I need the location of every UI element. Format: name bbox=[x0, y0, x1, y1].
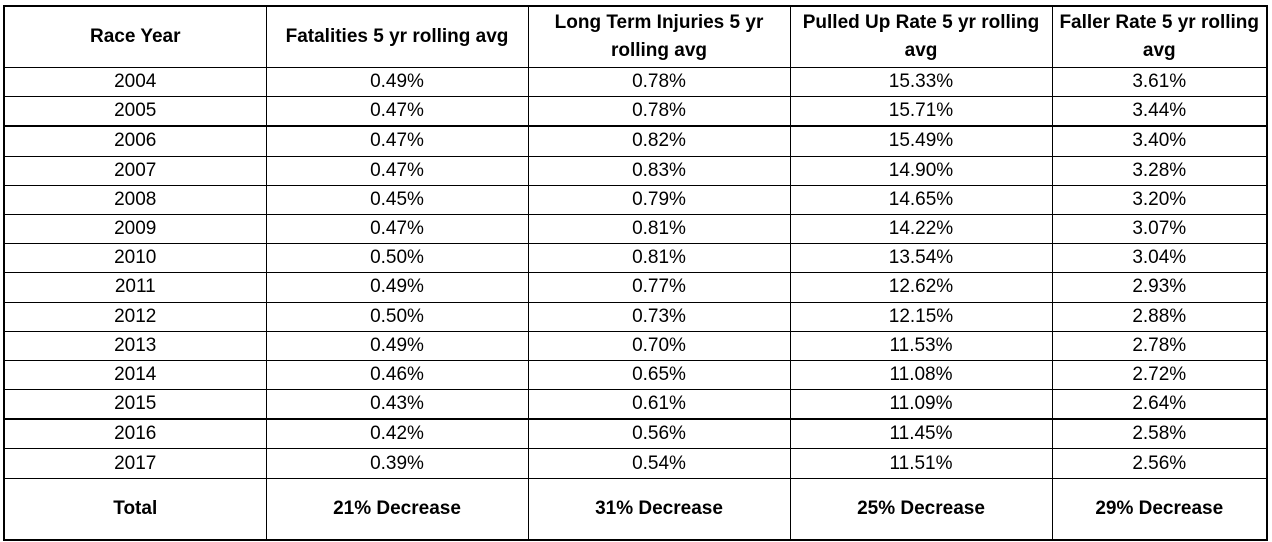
faller-rate-cell: 2.58% bbox=[1051, 418, 1268, 450]
long-term-injuries-cell: 0.78% bbox=[527, 66, 791, 98]
long-term-injuries-cell: 0.70% bbox=[527, 330, 791, 361]
fatalities-cell: 0.43% bbox=[265, 389, 529, 420]
fatalities-cell: 0.49% bbox=[265, 272, 529, 303]
long-term-injuries-cell: 0.81% bbox=[527, 213, 791, 245]
pulled-up-rate-cell: 12.62% bbox=[789, 272, 1053, 303]
long-term-injuries-cell: 0.82% bbox=[527, 125, 791, 157]
table-row: 2011 0.49% 0.77% 12.62% 2.93% bbox=[3, 272, 1268, 303]
table-row: 2014 0.46% 0.65% 11.08% 2.72% bbox=[3, 359, 1268, 391]
faller-rate-cell: 2.72% bbox=[1051, 359, 1268, 391]
long-term-injuries-cell: 0.73% bbox=[527, 301, 791, 332]
long-term-injuries-cell: 0.81% bbox=[527, 243, 791, 274]
pulled-up-rate-cell: 11.53% bbox=[789, 330, 1053, 361]
faller-rate-cell: 2.93% bbox=[1051, 272, 1268, 303]
race-year-cell: 2006 bbox=[3, 125, 267, 157]
pulled-up-rate-cell: 11.45% bbox=[789, 418, 1053, 450]
header-long-term-injuries: Long Term Injuries 5 yr rolling avg bbox=[527, 5, 791, 68]
pulled-up-rate-cell: 15.49% bbox=[789, 125, 1053, 157]
long-term-injuries-cell: 0.65% bbox=[527, 359, 791, 391]
faller-rate-cell: 3.61% bbox=[1051, 66, 1268, 98]
long-term-injuries-cell: 0.61% bbox=[527, 389, 791, 420]
fatalities-cell: 0.45% bbox=[265, 184, 529, 215]
pulled-up-rate-cell: 11.51% bbox=[789, 448, 1053, 479]
race-year-cell: 2014 bbox=[3, 359, 267, 391]
table-row: 2005 0.47% 0.78% 15.71% 3.44% bbox=[3, 96, 1268, 127]
pulled-up-rate-cell: 11.08% bbox=[789, 359, 1053, 391]
faller-rate-cell: 2.64% bbox=[1051, 389, 1268, 420]
pulled-up-rate-cell: 13.54% bbox=[789, 243, 1053, 274]
fatalities-cell: 0.49% bbox=[265, 66, 529, 98]
faller-rate-cell: 3.20% bbox=[1051, 184, 1268, 215]
race-year-cell: 2007 bbox=[3, 155, 267, 186]
total-long-term-injuries: 31% Decrease bbox=[527, 477, 791, 541]
race-year-cell: 2016 bbox=[3, 418, 267, 450]
long-term-injuries-cell: 0.54% bbox=[527, 448, 791, 479]
fatalities-cell: 0.46% bbox=[265, 359, 529, 391]
race-year-cell: 2012 bbox=[3, 301, 267, 332]
total-fatalities: 21% Decrease bbox=[265, 477, 529, 541]
long-term-injuries-cell: 0.79% bbox=[527, 184, 791, 215]
fatalities-cell: 0.47% bbox=[265, 96, 529, 127]
race-year-cell: 2010 bbox=[3, 243, 267, 274]
table-row: 2010 0.50% 0.81% 13.54% 3.04% bbox=[3, 243, 1268, 274]
fatalities-cell: 0.47% bbox=[265, 125, 529, 157]
table-row: 2012 0.50% 0.73% 12.15% 2.88% bbox=[3, 301, 1268, 332]
rolling-average-table: Race Year Fatalities 5 yr rolling avg Lo… bbox=[3, 5, 1268, 541]
race-year-cell: 2013 bbox=[3, 330, 267, 361]
race-year-cell: 2008 bbox=[3, 184, 267, 215]
table-row: 2015 0.43% 0.61% 11.09% 2.64% bbox=[3, 389, 1268, 420]
total-faller-rate: 29% Decrease bbox=[1051, 477, 1268, 541]
fatalities-cell: 0.49% bbox=[265, 330, 529, 361]
pulled-up-rate-cell: 14.65% bbox=[789, 184, 1053, 215]
long-term-injuries-cell: 0.78% bbox=[527, 96, 791, 127]
total-pulled-up-rate: 25% Decrease bbox=[789, 477, 1053, 541]
faller-rate-cell: 2.88% bbox=[1051, 301, 1268, 332]
header-pulled-up-rate: Pulled Up Rate 5 yr rolling avg bbox=[789, 5, 1053, 68]
race-year-cell: 2009 bbox=[3, 213, 267, 245]
fatalities-cell: 0.50% bbox=[265, 301, 529, 332]
table-row: 2017 0.39% 0.54% 11.51% 2.56% bbox=[3, 448, 1268, 479]
race-year-cell: 2011 bbox=[3, 272, 267, 303]
fatalities-cell: 0.47% bbox=[265, 155, 529, 186]
header-row: Race Year Fatalities 5 yr rolling avg Lo… bbox=[3, 5, 1268, 68]
long-term-injuries-cell: 0.83% bbox=[527, 155, 791, 186]
long-term-injuries-cell: 0.77% bbox=[527, 272, 791, 303]
faller-rate-cell: 3.44% bbox=[1051, 96, 1268, 127]
faller-rate-cell: 3.07% bbox=[1051, 213, 1268, 245]
pulled-up-rate-cell: 14.90% bbox=[789, 155, 1053, 186]
pulled-up-rate-cell: 12.15% bbox=[789, 301, 1053, 332]
faller-rate-cell: 2.56% bbox=[1051, 448, 1268, 479]
fatalities-cell: 0.50% bbox=[265, 243, 529, 274]
faller-rate-cell: 3.28% bbox=[1051, 155, 1268, 186]
fatalities-cell: 0.39% bbox=[265, 448, 529, 479]
race-year-cell: 2004 bbox=[3, 66, 267, 98]
faller-rate-cell: 2.78% bbox=[1051, 330, 1268, 361]
faller-rate-cell: 3.04% bbox=[1051, 243, 1268, 274]
table-row: 2009 0.47% 0.81% 14.22% 3.07% bbox=[3, 213, 1268, 245]
faller-rate-cell: 3.40% bbox=[1051, 125, 1268, 157]
race-year-cell: 2005 bbox=[3, 96, 267, 127]
table-row: 2008 0.45% 0.79% 14.65% 3.20% bbox=[3, 184, 1268, 215]
race-year-cell: 2017 bbox=[3, 448, 267, 479]
fatalities-cell: 0.42% bbox=[265, 418, 529, 450]
table-row: 2007 0.47% 0.83% 14.90% 3.28% bbox=[3, 155, 1268, 186]
table-row: 2004 0.49% 0.78% 15.33% 3.61% bbox=[3, 66, 1268, 98]
header-fatalities: Fatalities 5 yr rolling avg bbox=[265, 5, 529, 68]
header-race-year: Race Year bbox=[3, 5, 267, 68]
header-faller-rate: Faller Rate 5 yr rolling avg bbox=[1051, 5, 1268, 68]
race-year-cell: 2015 bbox=[3, 389, 267, 420]
total-label: Total bbox=[3, 477, 267, 541]
long-term-injuries-cell: 0.56% bbox=[527, 418, 791, 450]
table-row: 2016 0.42% 0.56% 11.45% 2.58% bbox=[3, 418, 1268, 450]
total-row: Total 21% Decrease 31% Decrease 25% Decr… bbox=[3, 477, 1268, 541]
pulled-up-rate-cell: 11.09% bbox=[789, 389, 1053, 420]
fatalities-cell: 0.47% bbox=[265, 213, 529, 245]
table-row: 2006 0.47% 0.82% 15.49% 3.40% bbox=[3, 125, 1268, 157]
table-body: 2004 0.49% 0.78% 15.33% 3.61% 2005 0.47% 0.78% 1… bbox=[3, 66, 1268, 479]
pulled-up-rate-cell: 15.33% bbox=[789, 66, 1053, 98]
pulled-up-rate-cell: 15.71% bbox=[789, 96, 1053, 127]
table-row: 2013 0.49% 0.70% 11.53% 2.78% bbox=[3, 330, 1268, 361]
pulled-up-rate-cell: 14.22% bbox=[789, 213, 1053, 245]
